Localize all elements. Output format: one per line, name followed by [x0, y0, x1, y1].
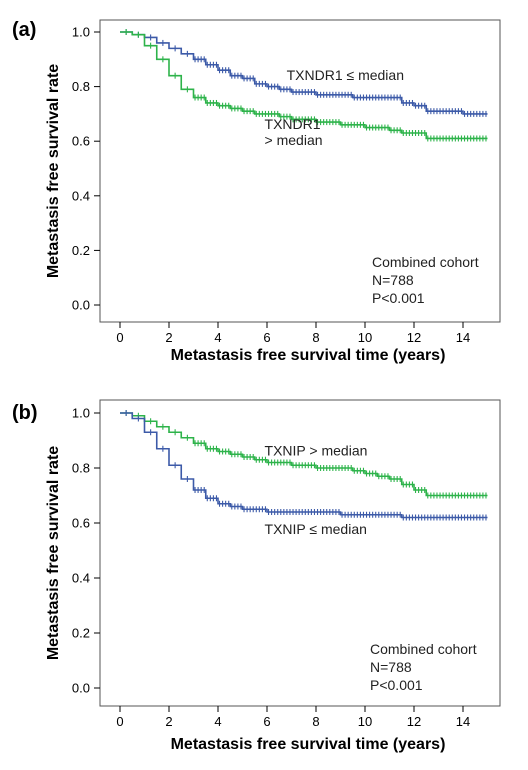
y-tick-label: 0.4 — [72, 571, 90, 586]
series-label: TXNDR1 ≤ median — [287, 67, 404, 83]
panel-label: (b) — [12, 402, 38, 424]
plot-frame — [99, 19, 501, 323]
x-tick-label: 6 — [263, 714, 270, 729]
series-label: TXNIP > median — [265, 443, 368, 459]
y-axis-title: Metastasis free survival rate — [45, 446, 62, 660]
x-tick-label: 6 — [263, 330, 270, 345]
x-tick-label: 10 — [358, 330, 372, 345]
panel-a: (a) 0.0 0.2 0.4 0.6 0.8 1.0 0 2 4 6 8 10 12 14 Metastas… — [12, 19, 501, 364]
series-1 — [120, 410, 488, 521]
x-tick-label: 8 — [312, 714, 319, 729]
cohort-annotation: Combined cohort — [370, 641, 477, 657]
survival-curve — [120, 412, 488, 519]
x-tick-label: 14 — [456, 330, 470, 345]
x-tick-label: 2 — [165, 330, 172, 345]
cohort-annotation: Combined cohort — [372, 254, 479, 270]
y-tick-label: 0.2 — [72, 626, 90, 641]
y-tick-label: 1.0 — [72, 25, 90, 40]
y-tick-label: 0.2 — [72, 243, 90, 258]
y-tick-label: 0.8 — [72, 461, 90, 476]
x-tick-label: 12 — [407, 330, 421, 345]
x-tick-label: 14 — [456, 714, 470, 729]
series-0 — [120, 410, 488, 499]
series-0 — [120, 29, 488, 117]
y-axis-title: Metastasis free survival rate — [45, 64, 62, 278]
y-tick-label: 0.8 — [72, 79, 90, 94]
y-tick-label: 1.0 — [72, 406, 90, 421]
series-label: TXNDR1 — [265, 116, 321, 132]
x-tick-label: 2 — [165, 714, 172, 729]
panel-b: (b) 0.0 0.2 0.4 0.6 0.8 1.0 0 2 4 6 8 10 12 14 Metastas… — [12, 399, 501, 753]
x-tick-label: 8 — [312, 330, 319, 345]
series-1 — [120, 29, 488, 142]
y-tick-label: 0.0 — [72, 298, 90, 313]
series-label: TXNIP ≤ median — [265, 521, 367, 537]
y-tick-label: 0.0 — [72, 681, 90, 696]
cohort-annotation: N=788 — [370, 659, 412, 675]
survival-curve — [120, 31, 488, 115]
x-tick-label: 12 — [407, 714, 421, 729]
y-tick-label: 0.6 — [72, 134, 90, 149]
x-tick-label: 10 — [358, 714, 372, 729]
panel-label: (a) — [12, 19, 36, 41]
cohort-annotation: N=788 — [372, 272, 414, 288]
x-tick-label: 0 — [116, 330, 123, 345]
cohort-annotation: P<0.001 — [372, 290, 425, 306]
x-axis-title: Metastasis free survival time (years) — [171, 736, 446, 753]
x-tick-label: 4 — [214, 714, 221, 729]
plot-frame — [99, 399, 501, 707]
cohort-annotation: P<0.001 — [370, 677, 423, 693]
y-tick-label: 0.6 — [72, 516, 90, 531]
x-tick-label: 4 — [214, 330, 221, 345]
survival-curve — [120, 31, 488, 140]
x-tick-label: 0 — [116, 714, 123, 729]
y-tick-label: 0.4 — [72, 188, 90, 203]
x-axis-title: Metastasis free survival time (years) — [171, 347, 446, 364]
series-label: > median — [265, 132, 323, 148]
